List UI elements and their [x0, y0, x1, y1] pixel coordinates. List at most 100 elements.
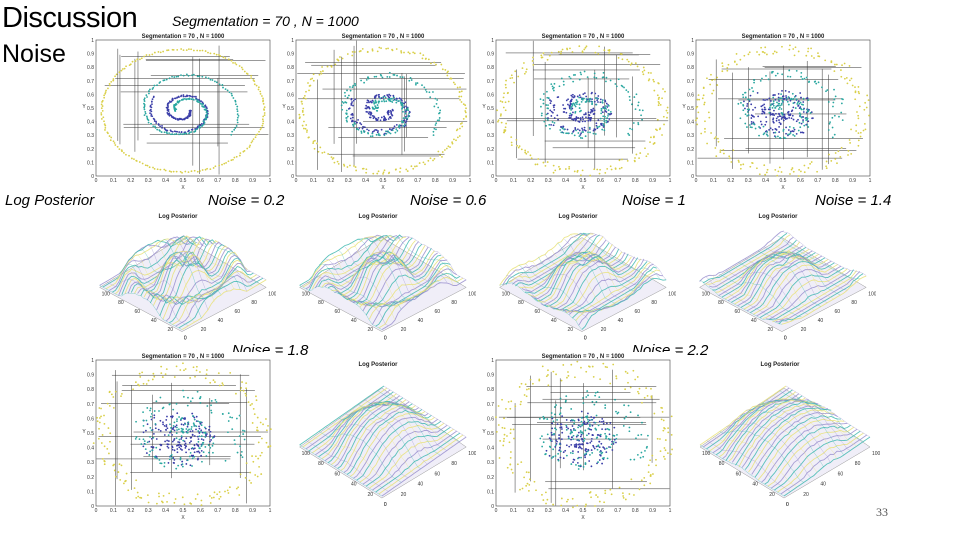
- x-tick-label: 0: [495, 508, 498, 514]
- x-axis-label: X: [781, 185, 785, 190]
- x-tick-label: 0.5: [580, 508, 587, 514]
- x-tick-label: 0.6: [397, 178, 404, 184]
- x-tick-label: 1: [669, 508, 672, 514]
- surface-plot-title: Log Posterior: [758, 214, 798, 220]
- surface-tick-label: 0: [184, 336, 187, 342]
- scatter-panel-noise-2.2: Segmentation = 70 , N = 1000 0 0.1 0.2 0.3 0.…: [480, 352, 676, 520]
- surface-tick-label: 20: [801, 327, 807, 333]
- surface-tick-label: 80: [318, 461, 324, 467]
- x-tick-label: 0.1: [310, 178, 317, 184]
- x-tick-label: 0: [495, 178, 498, 184]
- x-tick-label: 0.2: [327, 178, 334, 184]
- surface-tick-label: 100: [468, 291, 476, 297]
- x-tick-label: 0.9: [849, 178, 856, 184]
- surface-plot-title: Log Posterior: [158, 214, 198, 220]
- surface-tick-label: 40: [418, 482, 424, 488]
- surface-tick-label: 20: [367, 327, 373, 333]
- y-tick-label: 0.6: [487, 416, 494, 422]
- x-tick-label: 0.4: [362, 178, 369, 184]
- surface-tick-label: 0: [184, 336, 187, 342]
- y-tick-label: 0.1: [687, 160, 694, 166]
- x-tick-label: 1: [869, 178, 872, 184]
- surface-tick-label: 0: [784, 336, 787, 342]
- y-tick-label: 0.4: [87, 446, 94, 452]
- surface-tick-label: 80: [851, 300, 857, 306]
- y-tick-label: 0.5: [87, 431, 94, 437]
- y-tick-label: 0.6: [87, 416, 94, 422]
- surface-tick-label: 60: [736, 471, 742, 477]
- x-tick-label: 0.5: [580, 178, 587, 184]
- noise-label-1.4: Noise = 1.4: [815, 192, 892, 209]
- x-tick-label: 0.4: [162, 508, 169, 514]
- x-tick-label: 0.9: [649, 178, 656, 184]
- y-axis-label: Y: [482, 104, 486, 110]
- y-tick-label: 0.3: [87, 133, 94, 139]
- surface-tick-label: 80: [518, 300, 524, 306]
- x-tick-label: 0.4: [562, 178, 569, 184]
- x-axis-label: X: [381, 185, 385, 190]
- surface-tick-label: 60: [135, 309, 141, 315]
- surface-tick-label: 0: [584, 336, 587, 342]
- surface-tick-label: 40: [551, 318, 557, 324]
- x-tick-label: 0.5: [780, 178, 787, 184]
- y-tick-label: 0.3: [687, 133, 694, 139]
- x-tick-label: 0.9: [249, 508, 256, 514]
- x-tick-label: 0.5: [180, 508, 187, 514]
- surface-tick-label: 40: [351, 318, 357, 324]
- y-tick-label: 0.7: [687, 79, 694, 85]
- x-tick-label: 0.6: [797, 178, 804, 184]
- surface-tick-label: 60: [335, 309, 341, 315]
- x-tick-label: 0.1: [110, 178, 117, 184]
- surface-tick-label: 100: [872, 451, 880, 457]
- x-tick-label: 0.8: [832, 178, 839, 184]
- x-tick-label: 0.9: [249, 178, 256, 184]
- surface-tick-label: 0: [384, 336, 387, 342]
- y-tick-label: 0.6: [87, 92, 94, 98]
- x-tick-label: 0: [95, 178, 98, 184]
- surface-tick-label: 40: [218, 318, 224, 324]
- y-tick-label: 0: [91, 504, 94, 510]
- y-tick-label: 0.7: [87, 402, 94, 408]
- scatter-panel-noise-0.2: Segmentation = 70 , N = 1000 0 0.1 0.2 0.3 0.…: [80, 32, 276, 190]
- surface-panel-noise-1.8: Log Posterior 100 80 60 40 20 0 0 20 40 60 80 100: [280, 360, 476, 510]
- surface-tick-label: 20: [803, 492, 809, 498]
- x-tick-label: 0.1: [110, 508, 117, 514]
- x-tick-label: 0.3: [345, 178, 352, 184]
- y-tick-label: 0.4: [487, 120, 494, 126]
- y-tick-label: 0: [91, 174, 94, 180]
- x-tick-label: 0.7: [414, 178, 421, 184]
- x-tick-label: 0.8: [632, 508, 639, 514]
- surface-tick-label: 20: [401, 327, 407, 333]
- y-tick-label: 0.6: [487, 92, 494, 98]
- y-tick-label: 1: [91, 38, 94, 44]
- y-tick-label: 0.2: [87, 147, 94, 153]
- x-tick-label: 0.6: [597, 508, 604, 514]
- surface-tick-label: 100: [268, 291, 276, 297]
- surface-plot-title: Log Posterior: [358, 362, 398, 368]
- surface-tick-label: 80: [118, 300, 124, 306]
- surface-tick-label: 40: [418, 318, 424, 324]
- y-tick-label: 0.9: [287, 52, 294, 58]
- surface-tick-label: 80: [251, 300, 257, 306]
- y-tick-label: 0: [491, 504, 494, 510]
- x-tick-label: 0: [95, 508, 98, 514]
- y-tick-label: 0.9: [487, 52, 494, 58]
- y-tick-label: 0.2: [687, 147, 694, 153]
- y-tick-label: 0.4: [487, 446, 494, 452]
- scatter-plot-title: Segmentation = 70 , N = 1000: [742, 34, 825, 40]
- y-axis-label: Y: [82, 429, 86, 435]
- y-tick-label: 0.7: [287, 79, 294, 85]
- surface-tick-label: 60: [838, 471, 844, 477]
- scatter-panel-noise-1.4: Segmentation = 70 , N = 1000 0 0.1 0.2 0.3 0.…: [680, 32, 876, 190]
- x-tick-label: 0.3: [145, 508, 152, 514]
- scatter-panel-noise-1: Segmentation = 70 , N = 1000 0 0.1 0.2 0.3 0.…: [480, 32, 676, 190]
- scatter-plot-title: Segmentation = 70 , N = 1000: [142, 354, 225, 360]
- x-tick-label: 0.7: [614, 178, 621, 184]
- surface-tick-label: 80: [318, 300, 324, 306]
- y-axis-label: Y: [482, 429, 486, 435]
- surface-tick-label: 60: [834, 309, 840, 315]
- surface-tick-label: 20: [167, 327, 173, 333]
- x-tick-label: 0.7: [814, 178, 821, 184]
- x-tick-label: 0.7: [614, 508, 621, 514]
- y-tick-label: 0.5: [487, 106, 494, 112]
